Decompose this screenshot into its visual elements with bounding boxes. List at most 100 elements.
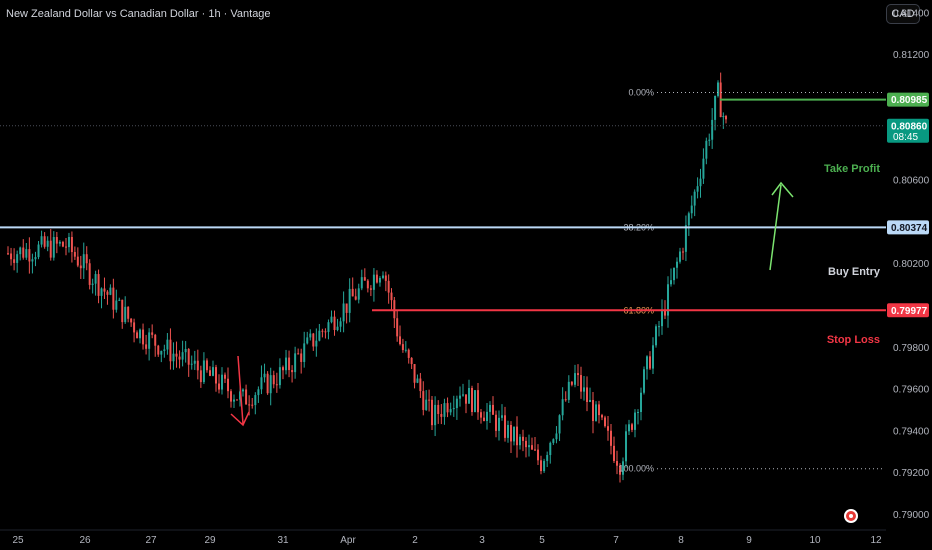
- candle: [266, 371, 269, 395]
- candle: [396, 310, 399, 342]
- candle: [221, 367, 223, 395]
- candle: [679, 247, 681, 264]
- candle: [196, 349, 199, 380]
- price-tick-label: 0.79400: [893, 426, 930, 437]
- candle: [516, 416, 518, 458]
- stop-loss-tag: 0.79977: [887, 303, 929, 318]
- candle: [592, 391, 594, 434]
- candle: [163, 344, 166, 358]
- chart-title: New Zealand Dollar vs Canadian Dollar · …: [6, 8, 271, 20]
- currency-button[interactable]: CAD: [886, 4, 920, 24]
- candle: [118, 297, 121, 302]
- candle: [318, 323, 321, 342]
- candle: [543, 458, 546, 473]
- candle: [711, 108, 714, 149]
- candle: [501, 404, 503, 421]
- candle: [555, 426, 558, 444]
- current-price-tag-countdown: 08:45: [893, 132, 918, 143]
- candle: [127, 306, 130, 323]
- candle: [16, 250, 19, 273]
- candle: [360, 269, 363, 291]
- candle: [468, 379, 470, 404]
- price-tick-label: 0.79800: [893, 343, 930, 354]
- candle: [178, 350, 181, 369]
- candle: [58, 240, 61, 247]
- candle: [199, 365, 202, 388]
- time-tick-label: Apr: [340, 535, 356, 546]
- candle: [661, 299, 663, 335]
- time-tick-label: 3: [479, 535, 485, 546]
- candle: [702, 148, 705, 184]
- candle: [595, 401, 597, 422]
- candle: [184, 341, 187, 363]
- candle: [7, 246, 9, 255]
- candle: [187, 348, 190, 377]
- price-tick-label: 0.79000: [893, 510, 930, 521]
- candle: [401, 338, 404, 353]
- candle: [19, 246, 22, 261]
- candle: [28, 237, 31, 274]
- candle: [31, 253, 34, 274]
- candle: [100, 287, 103, 309]
- candle: [336, 318, 339, 332]
- candle: [510, 421, 512, 454]
- candle: [73, 246, 76, 260]
- candle: [676, 257, 678, 279]
- vantage-logo-icon[interactable]: [844, 509, 858, 523]
- candle: [525, 437, 527, 458]
- candle: [646, 355, 648, 380]
- candle: [85, 246, 88, 271]
- candle: [169, 328, 172, 370]
- candle: [227, 367, 229, 399]
- candle: [693, 189, 696, 217]
- candle: [428, 389, 431, 412]
- price-tick-label: 0.80600: [893, 176, 930, 187]
- candle: [103, 277, 106, 299]
- candle: [94, 270, 97, 296]
- candle: [586, 376, 588, 412]
- candle: [498, 410, 500, 441]
- candle: [465, 394, 467, 414]
- candle: [339, 317, 342, 333]
- candle: [564, 391, 567, 402]
- candle: [46, 236, 49, 252]
- candle: [278, 358, 281, 389]
- candle: [106, 290, 109, 305]
- candle: [583, 376, 585, 401]
- candle: [321, 328, 324, 338]
- candle: [181, 340, 184, 367]
- candle: [489, 401, 491, 423]
- candle: [419, 372, 422, 398]
- candle: [55, 231, 58, 254]
- candle: [224, 372, 226, 384]
- time-axis: 25 26 27 29 31 Apr 2 3 5 7 8 9 10 12: [12, 535, 882, 546]
- candle: [616, 450, 618, 475]
- price-tick-label: 0.79600: [893, 385, 930, 396]
- price-axis: 0.818000.816000.814000.812000.808000.806…: [893, 8, 930, 521]
- candle: [142, 323, 145, 350]
- candle: [431, 396, 433, 431]
- candle: [655, 324, 657, 348]
- candle: [263, 363, 266, 383]
- candle: [369, 285, 372, 297]
- candle: [342, 291, 345, 333]
- candle: [625, 424, 627, 468]
- candle: [257, 386, 260, 403]
- candle: [130, 317, 133, 327]
- candle: [690, 195, 693, 219]
- candle: [561, 387, 564, 421]
- candle: [422, 381, 425, 416]
- candle: [474, 389, 476, 413]
- candle: [357, 283, 360, 304]
- candle: [483, 411, 485, 422]
- candle: [233, 394, 235, 408]
- time-tick-label: 12: [870, 535, 882, 546]
- candle: [269, 367, 272, 406]
- candle: [714, 95, 717, 131]
- candle: [631, 422, 633, 433]
- candle: [242, 388, 244, 397]
- candle: [658, 320, 660, 337]
- candle: [363, 268, 366, 281]
- candle: [598, 400, 600, 424]
